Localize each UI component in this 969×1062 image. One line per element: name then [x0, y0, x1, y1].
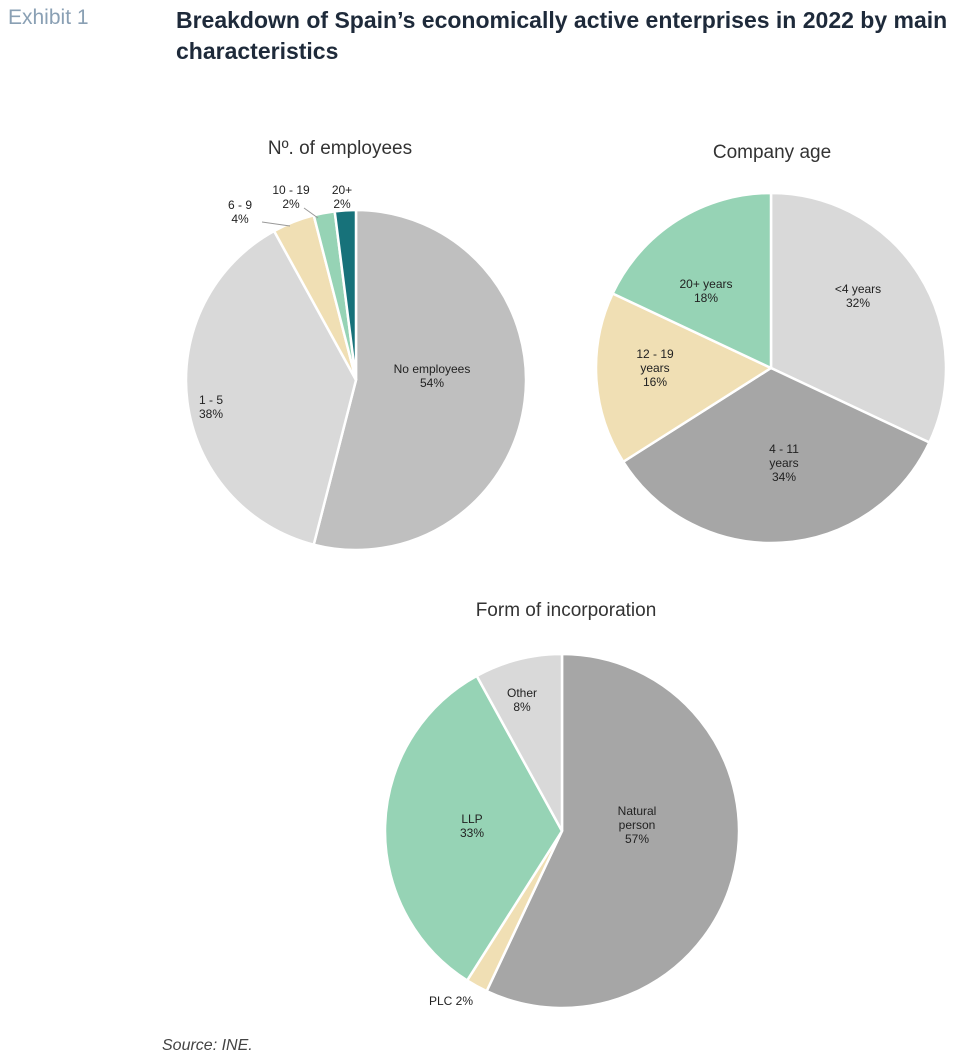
- pie-slice-n-of-employees-no-employees: [312, 208, 528, 552]
- pie-slice-company-age-20-years: [610, 191, 773, 370]
- data-label-company-age-4-11-years: 4 - 11 years 34%: [769, 442, 799, 484]
- data-label-company-age-20-years: 20+ years 18%: [679, 277, 732, 305]
- pie-slice-n-of-employees-1-5: [184, 229, 358, 547]
- data-label-form-of-incorporation-other: Other 8%: [507, 686, 537, 714]
- data-label-form-of-incorporation-natural-person: Natural person 57%: [618, 804, 657, 846]
- pie-slice-form-of-incorporation-natural-person: [484, 652, 741, 1010]
- chart-title-incorporation: Form of incorporation: [475, 600, 657, 621]
- data-label-n-of-employees-10-19: 10 - 19 2%: [272, 183, 310, 211]
- leader-line-10-19: [303, 207, 319, 219]
- data-label-n-of-employees-1-5: 1 - 5 38%: [199, 393, 223, 421]
- data-label-form-of-incorporation-plc: PLC 2%: [429, 994, 473, 1008]
- pie-slice-company-age-4-11-years: [621, 366, 932, 545]
- pie-slice-n-of-employees-20: [333, 208, 358, 381]
- pie-slice-company-age-12-19-years: [594, 291, 774, 464]
- data-label-n-of-employees-no-employees: No employees 54%: [394, 362, 471, 390]
- data-label-form-of-incorporation-llp: LLP 33%: [460, 812, 484, 840]
- pie-slice-form-of-incorporation-other: [475, 652, 564, 832]
- page-title: Breakdown of Spain’s economically active…: [176, 7, 948, 64]
- chart-title-company-age: Company age: [712, 142, 832, 163]
- leader-line-6-9: [261, 221, 291, 227]
- data-label-company-age-12-19-years: 12 - 19 years 16%: [636, 347, 674, 389]
- chart-title-employees: Nº. of employees: [267, 138, 413, 159]
- data-label-company-age-4-years: <4 years 32%: [835, 282, 881, 310]
- data-label-n-of-employees-6-9: 6 - 9 4%: [228, 198, 252, 226]
- pie-slice-company-age-4-years: [769, 191, 948, 445]
- source-note: Source: INE.: [162, 1037, 253, 1054]
- exhibit-label: Exhibit 1: [8, 6, 89, 29]
- data-label-n-of-employees-20: 20+ 2%: [332, 183, 352, 211]
